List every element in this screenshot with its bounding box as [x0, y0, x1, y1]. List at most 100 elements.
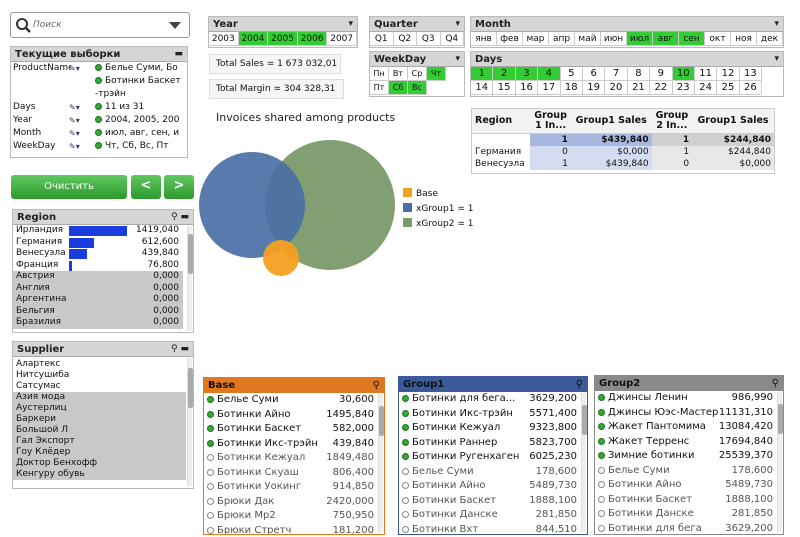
edit-icon[interactable]: ✎▾: [69, 64, 80, 73]
month-cell[interactable]: июн: [601, 32, 627, 46]
search-icon[interactable]: ⚲: [771, 378, 779, 389]
pivot-header-cell[interactable]: Group 1 In...: [530, 109, 571, 134]
chevron-down-icon[interactable]: ▾: [774, 54, 779, 64]
quarter-cell[interactable]: Q4: [440, 32, 464, 46]
pivot-header-cell[interactable]: Group1 Sales: [692, 109, 774, 134]
day-cell[interactable]: 25: [717, 81, 740, 95]
day-cell[interactable]: 12: [717, 67, 740, 81]
product-row[interactable]: Ботинки Баскет 582,000: [204, 422, 376, 437]
product-row[interactable]: Жакет Терренс 17694,840: [595, 435, 775, 450]
year-cell[interactable]: 2004: [238, 32, 269, 46]
pivot-header-cell[interactable]: Group 2 In...: [651, 109, 693, 134]
product-row[interactable]: Джинсы Юэс-Мастер 11131,310: [595, 406, 775, 421]
product-row[interactable]: Белье Суми 178,600: [595, 464, 775, 479]
pivot-header-cell[interactable]: Group1 Sales: [570, 109, 652, 134]
day-cell[interactable]: 8: [627, 67, 651, 81]
chevron-down-icon[interactable]: [169, 22, 181, 33]
product-row[interactable]: Ботинки Скуаш 806,400: [204, 466, 376, 481]
day-cell[interactable]: 1: [471, 67, 494, 81]
region-row[interactable]: Австрия 0,000: [13, 271, 183, 283]
supplier-row[interactable]: Азия мода: [13, 392, 186, 403]
month-cell[interactable]: окт: [705, 32, 731, 46]
scrollbar[interactable]: [378, 394, 384, 532]
quarter-cell[interactable]: Q1: [370, 32, 394, 46]
current-selection-row[interactable]: WeekDay ✎▾ Чт, Сб, Вс, Пт: [11, 140, 187, 153]
region-row[interactable]: Франция 76,800: [13, 260, 183, 272]
search-icon[interactable]: ⚲ ▬: [171, 212, 189, 222]
region-row[interactable]: Венесуэла 439,840: [13, 248, 183, 260]
day-cell[interactable]: 18: [560, 81, 583, 95]
day-cell[interactable]: 21: [627, 81, 651, 95]
product-row[interactable]: Брюки Стретч 181,200: [204, 524, 376, 534]
day-cell[interactable]: 15: [493, 81, 516, 95]
product-row[interactable]: Ботинки Баскет 1888,100: [399, 494, 579, 509]
weekday-cell[interactable]: Вс: [408, 81, 427, 95]
supplier-row[interactable]: Алартекс: [13, 359, 186, 370]
day-cell[interactable]: 6: [582, 67, 606, 81]
scrollbar[interactable]: [187, 226, 193, 331]
product-row[interactable]: Брюки Мр2 750,950: [204, 509, 376, 524]
product-row[interactable]: Джинсы Ленин 986,990: [595, 391, 775, 406]
weekday-cell[interactable]: Ср: [408, 67, 427, 81]
day-cell[interactable]: 2: [493, 67, 516, 81]
search-icon[interactable]: ⚲ ▬: [171, 344, 189, 354]
month-cell[interactable]: май: [575, 32, 601, 46]
day-cell[interactable]: 7: [605, 67, 628, 81]
quarter-cell[interactable]: Q3: [417, 32, 441, 46]
edit-icon[interactable]: ✎▾: [69, 129, 80, 138]
chevron-down-icon[interactable]: ▾: [455, 19, 460, 29]
supplier-row[interactable]: Аустерлиц: [13, 403, 186, 414]
year-cell[interactable]: 2003: [209, 32, 239, 46]
current-selection-row[interactable]: Month ✎▾ июл, авг, сен, и: [11, 127, 187, 140]
year-cell[interactable]: 2005: [268, 32, 298, 46]
month-cell[interactable]: фев: [497, 32, 523, 46]
scrollbar[interactable]: [187, 358, 193, 486]
product-row[interactable]: Ботинки Кежуал 9323,800: [399, 421, 579, 436]
pivot-header-cell[interactable]: Region: [472, 109, 531, 134]
day-cell[interactable]: 20: [605, 81, 628, 95]
quarter-cell[interactable]: Q2: [393, 32, 417, 46]
weekday-cell[interactable]: Пт: [370, 81, 389, 95]
supplier-row[interactable]: Кенгуру обувь: [13, 469, 186, 480]
back-button[interactable]: <: [131, 175, 161, 199]
product-row[interactable]: Ботинки Ругенхаген 6025,230: [399, 450, 579, 465]
day-cell[interactable]: 4: [538, 67, 561, 81]
product-row[interactable]: Ботинки Кежуал 1849,480: [204, 451, 376, 466]
day-cell[interactable]: 3: [515, 67, 539, 81]
product-row[interactable]: Ботинки Данске 281,850: [399, 508, 579, 523]
weekday-cell[interactable]: Вт: [389, 67, 408, 81]
product-row[interactable]: Ботинки Раннер 5823,700: [399, 436, 579, 451]
year-cell[interactable]: 2007: [327, 32, 357, 46]
clear-button[interactable]: Очистить: [11, 175, 127, 199]
day-cell[interactable]: 23: [672, 81, 695, 95]
supplier-row[interactable]: Большой Л: [13, 425, 186, 436]
edit-icon[interactable]: ✎▾: [69, 103, 80, 112]
forward-button[interactable]: >: [164, 175, 194, 199]
region-row[interactable]: Англия 0,000: [13, 282, 183, 294]
month-cell[interactable]: авг: [653, 32, 679, 46]
scrollbar[interactable]: [581, 393, 587, 532]
day-cell[interactable]: 14: [471, 81, 494, 95]
day-cell[interactable]: 22: [650, 81, 673, 95]
day-cell[interactable]: 13: [739, 67, 763, 81]
chevron-down-icon[interactable]: ▾: [774, 19, 779, 29]
product-row[interactable]: Ботинки Уокинг 914,850: [204, 480, 376, 495]
chevron-down-icon[interactable]: ▾: [455, 54, 460, 64]
product-row[interactable]: Белье Суми 30,600: [204, 393, 376, 408]
product-row[interactable]: Ботинки Айно 5489,730: [399, 479, 579, 494]
edit-icon[interactable]: ✎▾: [69, 142, 80, 151]
day-cell[interactable]: 26: [739, 81, 763, 95]
day-cell[interactable]: 28: [493, 95, 516, 96]
product-row[interactable]: Ботинки Икс-трэйн 5571,400: [399, 407, 579, 422]
product-row[interactable]: Брюки Дак 2420,000: [204, 495, 376, 510]
day-cell[interactable]: 5: [560, 67, 583, 81]
region-row[interactable]: Бельгия 0,000: [13, 305, 183, 317]
minimize-icon[interactable]: ▬: [174, 49, 183, 59]
region-row[interactable]: Германия 612,600: [13, 237, 183, 249]
month-cell[interactable]: ноя: [731, 32, 757, 46]
scrollbar[interactable]: [777, 392, 783, 532]
product-row[interactable]: Ботинки для бега... 3629,200: [399, 392, 579, 407]
chevron-down-icon[interactable]: ▾: [348, 19, 353, 29]
current-selection-row[interactable]: -трэйн: [11, 88, 187, 101]
search-icon[interactable]: ⚲: [575, 379, 583, 390]
